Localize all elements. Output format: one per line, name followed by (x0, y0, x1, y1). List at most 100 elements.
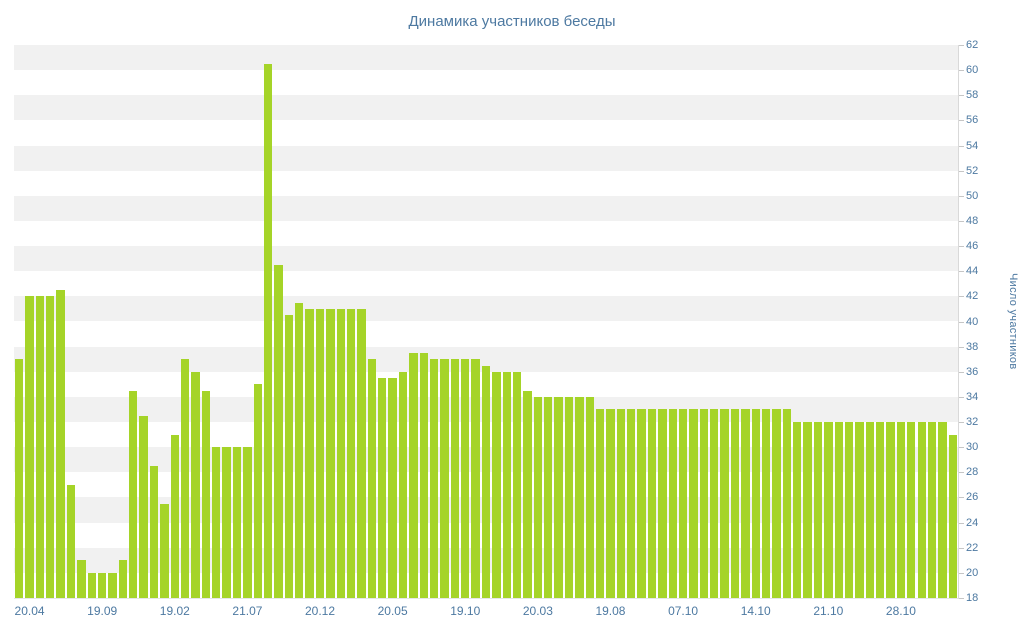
bar-11[interactable] (129, 390, 138, 598)
bar-87[interactable] (917, 422, 926, 598)
bar-69[interactable] (730, 409, 740, 598)
bar-49[interactable] (523, 390, 532, 598)
bar-17[interactable] (191, 371, 200, 598)
bar-79[interactable] (834, 422, 843, 598)
bar-86[interactable] (907, 422, 916, 598)
bar-67[interactable] (710, 409, 719, 598)
bar-42[interactable] (450, 359, 460, 598)
bar-7[interactable] (87, 572, 96, 598)
bar-41[interactable] (440, 359, 449, 598)
x-tick-label: 19.09 (87, 604, 118, 618)
bar-62[interactable] (658, 409, 667, 598)
bar-78[interactable] (824, 422, 833, 598)
bar-26[interactable] (284, 315, 294, 598)
bar-34[interactable] (367, 359, 377, 598)
bar-55[interactable] (585, 396, 594, 598)
y-tick-label: 24 (966, 516, 979, 529)
bar-16[interactable] (180, 359, 190, 598)
bar-37[interactable] (398, 371, 408, 598)
bar-21[interactable] (232, 447, 242, 598)
grid-band (14, 195, 958, 221)
bar-50[interactable] (533, 396, 543, 598)
bar-89[interactable] (938, 422, 947, 598)
bar-72[interactable] (761, 409, 771, 598)
bar-47[interactable] (502, 371, 511, 598)
bar-43[interactable] (461, 359, 470, 598)
bar-60[interactable] (637, 409, 646, 598)
bar-15[interactable] (170, 434, 179, 598)
bar-56[interactable] (595, 409, 605, 598)
bar-80[interactable] (844, 422, 854, 598)
bar-71[interactable] (751, 409, 760, 598)
bar-22[interactable] (243, 447, 252, 598)
bar-20[interactable] (222, 447, 231, 598)
bar-88[interactable] (927, 422, 937, 598)
bar-40[interactable] (429, 359, 439, 598)
bar-14[interactable] (160, 503, 169, 598)
bar-45[interactable] (481, 365, 491, 598)
bar-68[interactable] (720, 409, 729, 598)
bar-84[interactable] (886, 422, 895, 598)
bar-1[interactable] (25, 296, 34, 598)
y-tick (959, 547, 964, 549)
bar-65[interactable] (689, 409, 698, 598)
bar-6[interactable] (77, 560, 86, 598)
y-tick-label: 44 (966, 265, 979, 278)
bar-85[interactable] (896, 422, 906, 598)
bar-54[interactable] (575, 396, 584, 598)
bar-90[interactable] (948, 434, 957, 598)
bar-73[interactable] (772, 409, 781, 598)
bar-48[interactable] (512, 371, 522, 598)
bar-2[interactable] (35, 296, 45, 598)
bar-58[interactable] (616, 409, 626, 598)
bar-83[interactable] (876, 422, 885, 598)
bar-36[interactable] (388, 378, 397, 598)
bar-52[interactable] (554, 396, 563, 598)
bar-18[interactable] (201, 390, 211, 598)
y-tick (959, 170, 964, 172)
bar-4[interactable] (56, 290, 65, 598)
bar-46[interactable] (492, 371, 501, 598)
bar-27[interactable] (295, 302, 304, 598)
bar-5[interactable] (66, 484, 76, 598)
bar-10[interactable] (118, 560, 128, 598)
bar-24[interactable] (263, 63, 273, 598)
bar-33[interactable] (357, 308, 366, 598)
bar-19[interactable] (212, 447, 221, 598)
bar-59[interactable] (627, 409, 636, 598)
bar-23[interactable] (253, 384, 262, 598)
bar-8[interactable] (97, 572, 107, 598)
bar-51[interactable] (544, 396, 553, 598)
bar-13[interactable] (149, 466, 159, 598)
bar-74[interactable] (782, 409, 791, 598)
bar-28[interactable] (305, 308, 314, 598)
bar-9[interactable] (108, 572, 117, 598)
bar-77[interactable] (813, 422, 823, 598)
bar-38[interactable] (409, 352, 418, 598)
bar-32[interactable] (346, 308, 356, 598)
bar-66[interactable] (699, 409, 709, 598)
bar-44[interactable] (471, 359, 480, 598)
y-tick (959, 522, 964, 524)
bar-81[interactable] (855, 422, 864, 598)
x-tick-label: 20.12 (305, 604, 336, 618)
y-tick-label: 54 (966, 139, 979, 152)
bar-64[interactable] (678, 409, 688, 598)
bar-35[interactable] (378, 378, 387, 598)
bar-0[interactable] (15, 359, 24, 598)
bar-70[interactable] (741, 409, 750, 598)
bar-53[interactable] (564, 396, 574, 598)
bar-12[interactable] (139, 415, 148, 598)
bar-63[interactable] (668, 409, 677, 598)
bar-31[interactable] (336, 308, 345, 598)
bar-75[interactable] (793, 422, 802, 598)
bar-39[interactable] (419, 352, 428, 598)
bar-57[interactable] (606, 409, 615, 598)
bar-30[interactable] (326, 308, 335, 598)
bar-25[interactable] (274, 264, 283, 598)
bar-3[interactable] (46, 296, 55, 598)
bar-29[interactable] (315, 308, 325, 598)
bar-82[interactable] (865, 422, 874, 598)
bar-76[interactable] (803, 422, 812, 598)
bar-61[interactable] (647, 409, 657, 598)
